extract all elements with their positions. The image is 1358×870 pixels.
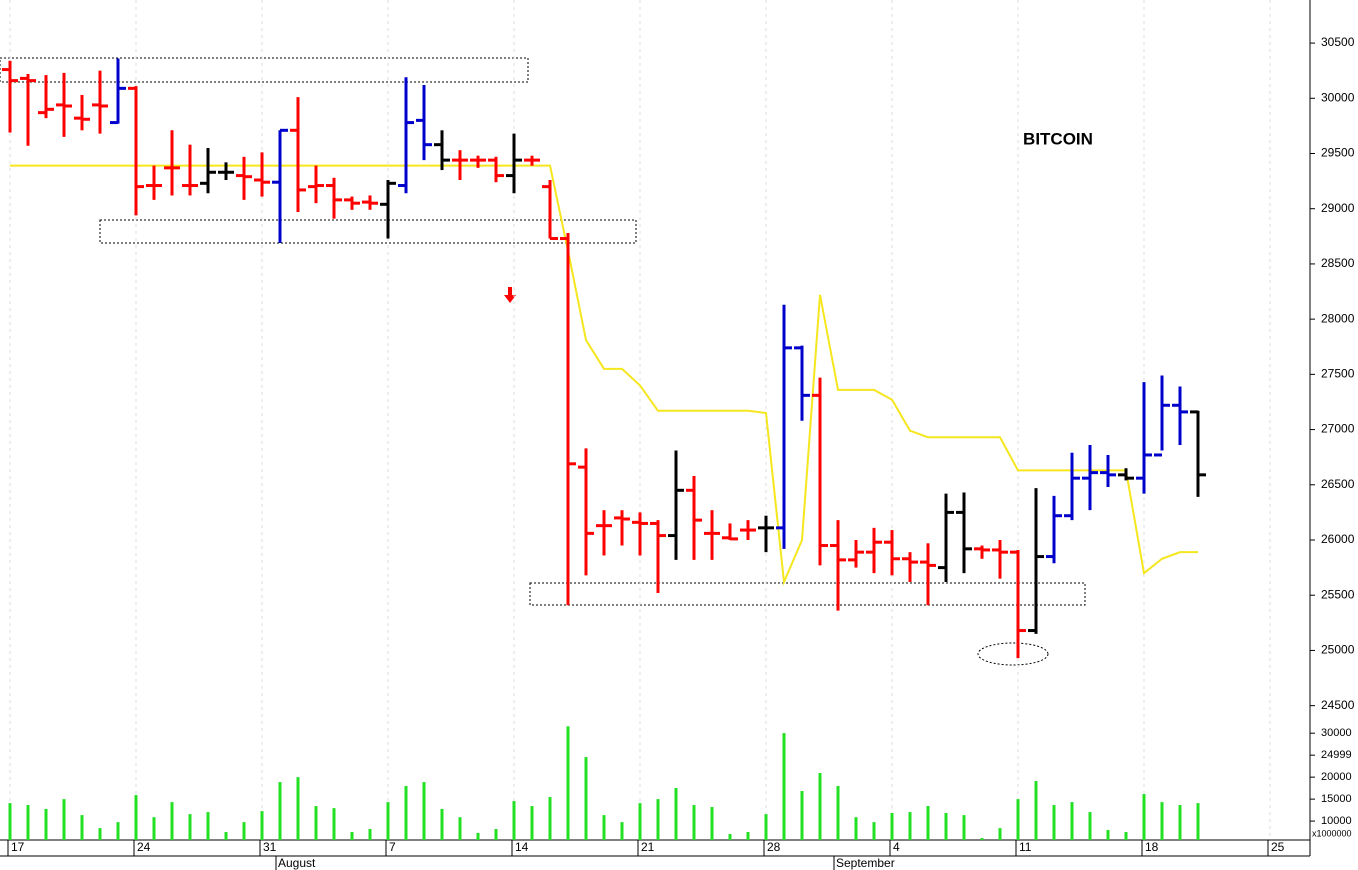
month-label: August [278,856,316,870]
x-tick-label: 17 [11,840,25,854]
resistance-box [0,57,529,83]
x-tick-label: 31 [263,840,277,854]
x-tick-label: 7 [389,840,396,854]
y-tick-label: 29500 [1321,146,1355,160]
y-tick-label: 24500 [1321,698,1355,712]
y-tick-label: 29000 [1321,201,1355,215]
y-tick-label: 27500 [1321,367,1355,381]
volume-tick-label: 20000 [1321,771,1352,783]
down-arrow [504,287,516,303]
y-tick-label: 27000 [1321,422,1355,436]
x-tick-label: 4 [893,840,900,854]
volume-tick-label: 10000 [1321,815,1352,827]
x-tick-label: 24 [137,840,151,854]
volume-tick-label: 24999 [1321,749,1352,761]
low-marker [977,642,1049,666]
x-tick-label: 18 [1145,840,1159,854]
y-tick-label: 26500 [1321,477,1355,491]
support-box [529,582,1086,606]
range-box [99,219,637,244]
x-tick-label: 28 [767,840,781,854]
volume-unit: x1000000 [1312,828,1352,838]
x-tick-label: 14 [515,840,529,854]
x-tick-label: 25 [1271,840,1285,854]
y-tick-label: 28500 [1321,256,1355,270]
y-tick-label: 30000 [1321,90,1355,104]
volume-tick-label: 30000 [1321,727,1352,739]
y-tick-label: 26000 [1321,532,1355,546]
x-tick-label: 21 [641,840,655,854]
month-label: September [836,856,895,870]
chart-title: BITCOIN [1023,129,1093,148]
volume-tick-label: 15000 [1321,793,1352,805]
x-tick-label: 11 [1019,840,1032,854]
y-tick-label: 25000 [1321,643,1355,657]
y-tick-label: 25500 [1321,587,1355,601]
y-tick-label: 30500 [1321,35,1355,49]
y-tick-label: 28000 [1321,311,1355,325]
